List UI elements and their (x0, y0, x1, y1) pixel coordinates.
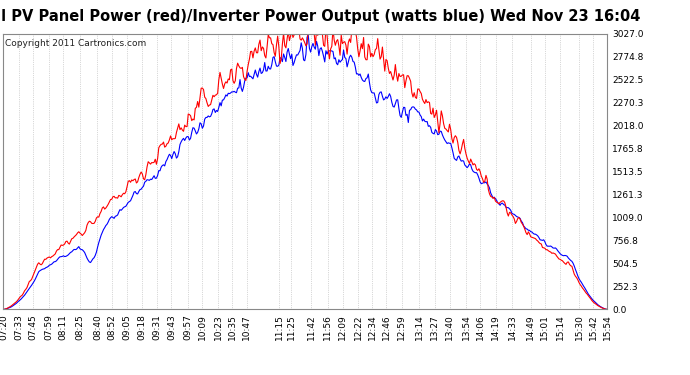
Text: Total PV Panel Power (red)/Inverter Power Output (watts blue) Wed Nov 23 16:04: Total PV Panel Power (red)/Inverter Powe… (0, 9, 641, 24)
Text: Copyright 2011 Cartronics.com: Copyright 2011 Cartronics.com (5, 39, 146, 48)
